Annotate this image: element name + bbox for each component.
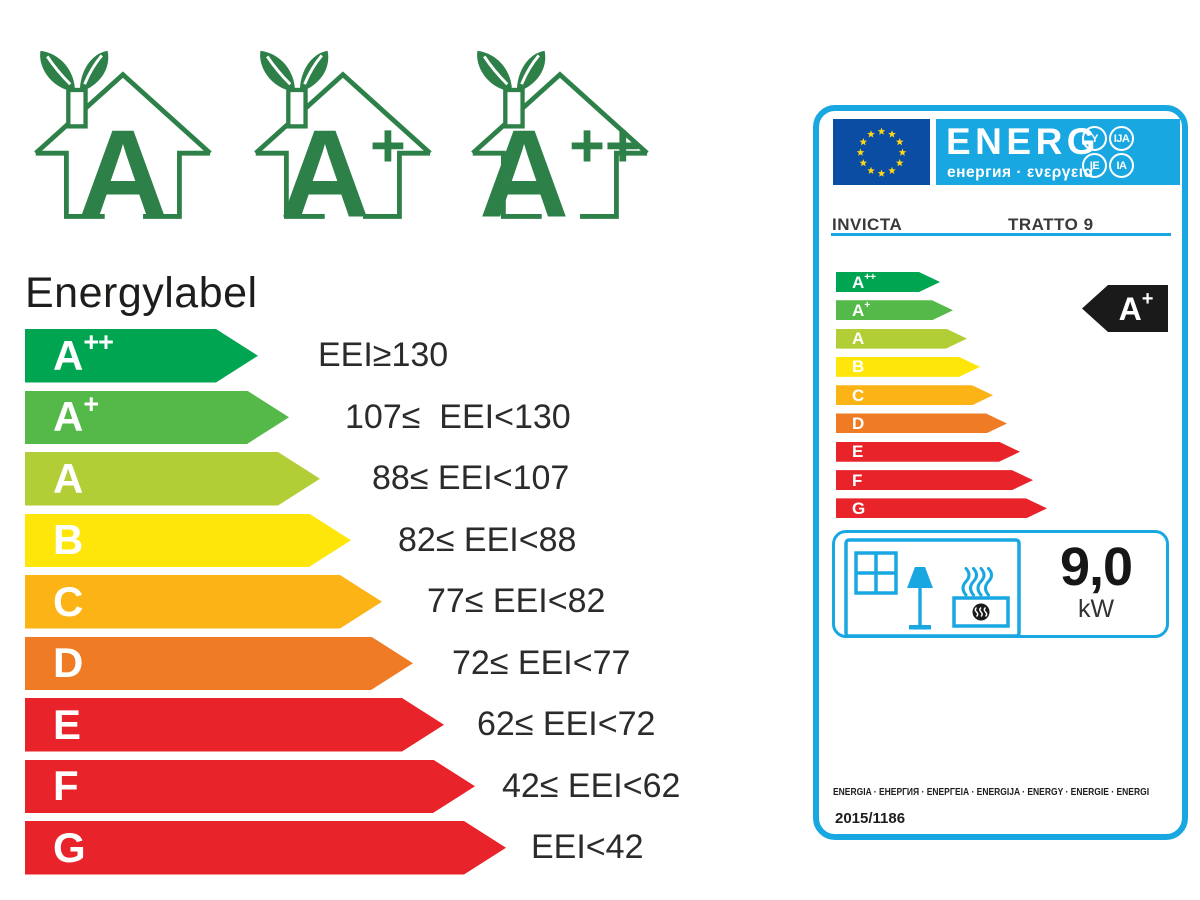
grade-arrow: G — [25, 821, 506, 875]
grade-arrow: A ++ — [25, 329, 258, 383]
legend-row: C 77≤ EEI<82 — [25, 575, 685, 629]
eu-flag-icon — [833, 119, 930, 185]
multilingual-energy-line: ENERGIA · ЕНЕРГИЯ · ΕΝΕΡΓΕΙΑ · ENERGIJA … — [833, 787, 1150, 798]
legend-row: D 72≤ EEI<77 — [25, 637, 685, 691]
grade-arrow: B — [25, 514, 351, 568]
ending-badge: IJA — [1109, 126, 1134, 151]
grade-arrow: A ++ — [836, 272, 940, 292]
grade-arrow: E — [25, 698, 444, 752]
window-icon — [854, 551, 898, 595]
ending-badge: Y — [1082, 126, 1107, 151]
badge-letter: A — [78, 104, 168, 228]
eei-range: 107≤ EEI<130 — [345, 397, 571, 436]
eei-range: 72≤ EEI<77 — [452, 643, 631, 682]
ending-badge: IE — [1082, 153, 1107, 178]
power-value: 9,0 — [1059, 537, 1133, 597]
legend-row: A 88≤ EEI<107 — [25, 452, 685, 506]
heat-waves-icon — [961, 567, 993, 597]
rating-tag: A + — [1082, 285, 1168, 332]
heat-output-box: 9,0 kW — [832, 530, 1169, 638]
eco-house-badge-a-plus: A+ — [250, 42, 432, 228]
badge-letter: A+ — [280, 104, 406, 228]
power-rating: 9,0 kW — [1027, 537, 1165, 624]
legend-row: A ++ EEI≥130 — [25, 329, 685, 383]
eei-legend: A ++ EEI≥130 A + 107≤ EEI<130 A 88≤ EEI<10… — [25, 329, 685, 883]
grade-arrow: F — [836, 470, 1033, 490]
eei-range: 77≤ EEI<82 — [427, 582, 606, 621]
ending-badge: IA — [1109, 153, 1134, 178]
header-divider — [831, 233, 1171, 236]
eei-range: EEI≥130 — [318, 336, 449, 375]
page-title: Energylabel — [25, 269, 258, 317]
eei-range: 62≤ EEI<72 — [477, 705, 656, 744]
eco-house-badge-a: A — [30, 42, 212, 228]
grade-arrow: A — [25, 452, 320, 506]
legend-row: A + 107≤ EEI<130 — [25, 391, 685, 445]
grade-arrow: A + — [836, 300, 953, 320]
grade-arrow: A + — [25, 391, 289, 445]
grade-arrow: C — [836, 385, 993, 405]
eei-range: 88≤ EEI<107 — [372, 459, 570, 498]
grade-arrow: A — [836, 329, 967, 349]
legend-row: F 42≤ EEI<62 — [25, 760, 685, 814]
grade-arrow: B — [836, 357, 980, 377]
grade-arrow: E — [836, 442, 1020, 462]
model-name: TRATTO 9 — [1008, 215, 1094, 234]
eei-range: 42≤ EEI<62 — [502, 766, 681, 805]
grade-arrow: G — [836, 498, 1047, 518]
legend-row: B 82≤ EEI<88 — [25, 514, 685, 568]
badge-letter: A++ — [479, 104, 641, 228]
energy-label-card: ENERG енергия · ενεργεια Y IJA IE IA INV… — [813, 105, 1188, 840]
energ-wordmark: ENERG — [946, 121, 1101, 162]
brand-name: INVICTA — [832, 215, 903, 234]
eei-range: 82≤ EEI<88 — [398, 520, 577, 559]
grade-arrow: C — [25, 575, 382, 629]
language-ending-badges: Y IJA IE IA — [1082, 126, 1134, 178]
card-grade-scale: A ++ A + A B C D E F G — [836, 272, 1047, 527]
power-unit: kW — [1077, 595, 1115, 623]
direct-heat-pictogram — [844, 538, 1021, 638]
energ-logo-band: ENERG енергия · ενεργεια Y IJA IE IA — [936, 119, 1180, 185]
eei-range: EEI<42 — [531, 828, 644, 867]
stove-icon — [952, 596, 1010, 628]
legend-row: E 62≤ EEI<72 — [25, 698, 685, 752]
energ-subtitle: енергия · ενεργεια — [947, 164, 1094, 181]
regulation-number: 2015/1186 — [835, 810, 906, 827]
eco-house-badge-a-plus-plus: A++ — [467, 42, 649, 228]
lamp-icon — [907, 567, 933, 630]
grade-arrow: D — [836, 413, 1007, 433]
grade-arrow: D — [25, 637, 413, 691]
legend-row: G EEI<42 — [25, 821, 685, 875]
grade-arrow: F — [25, 760, 475, 814]
